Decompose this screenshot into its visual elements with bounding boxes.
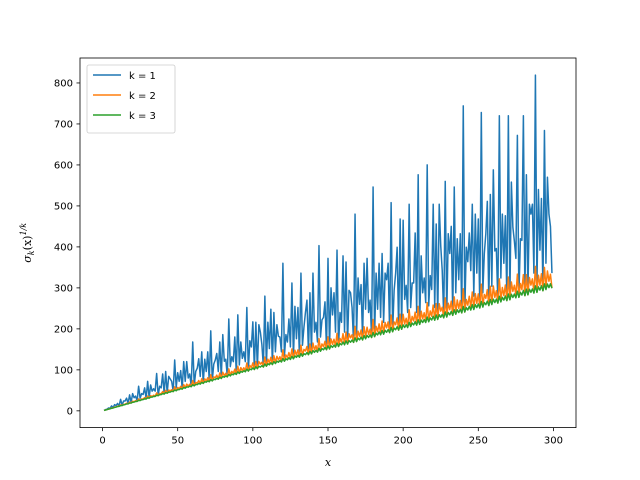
x-tick-label: 50 (171, 436, 184, 447)
y-tick-label: 300 (54, 283, 73, 294)
x-tick-label: 300 (544, 436, 563, 447)
legend-box (86, 64, 176, 134)
y-label-sub: k (27, 250, 36, 255)
series-line-k3 (103, 283, 553, 412)
y-tick-label: 500 (54, 201, 73, 212)
x-axis-label: x (325, 456, 332, 469)
y-tick-label: 100 (54, 365, 73, 376)
x-tick-label: 250 (469, 436, 488, 447)
y-tick-label: 800 (54, 78, 73, 89)
plot-area (103, 74, 553, 412)
series-line-k2 (103, 265, 553, 412)
y-tick-label: 0 (67, 406, 73, 417)
series-line-k1 (103, 74, 553, 412)
x-tick-label: 0 (99, 436, 105, 447)
y-tick-label: 200 (54, 324, 73, 335)
legend-label-k1: k = 1 (129, 71, 156, 82)
y-label-main: σ (21, 255, 34, 263)
legend-label-k2: k = 2 (129, 91, 156, 102)
x-tick-label: 200 (394, 436, 413, 447)
x-tick-label: 150 (318, 436, 337, 447)
x-tick-label: 100 (243, 436, 262, 447)
plot-frame (79, 57, 577, 429)
x-axis: 0 50 100 150 200 250 300 (99, 427, 563, 447)
y-axis: 0 100 200 300 400 500 600 700 800 (54, 78, 80, 417)
legend: k = 1 k = 2 k = 3 (86, 64, 176, 134)
y-tick-label: 600 (54, 160, 73, 171)
y-tick-label: 700 (54, 119, 73, 130)
y-label-paren: (x) (21, 236, 34, 251)
y-axis-label: σk(x)1/k (19, 223, 36, 263)
y-label-sup: 1/k (19, 223, 28, 236)
legend-label-k3: k = 3 (129, 111, 156, 122)
y-tick-label: 400 (54, 242, 73, 253)
